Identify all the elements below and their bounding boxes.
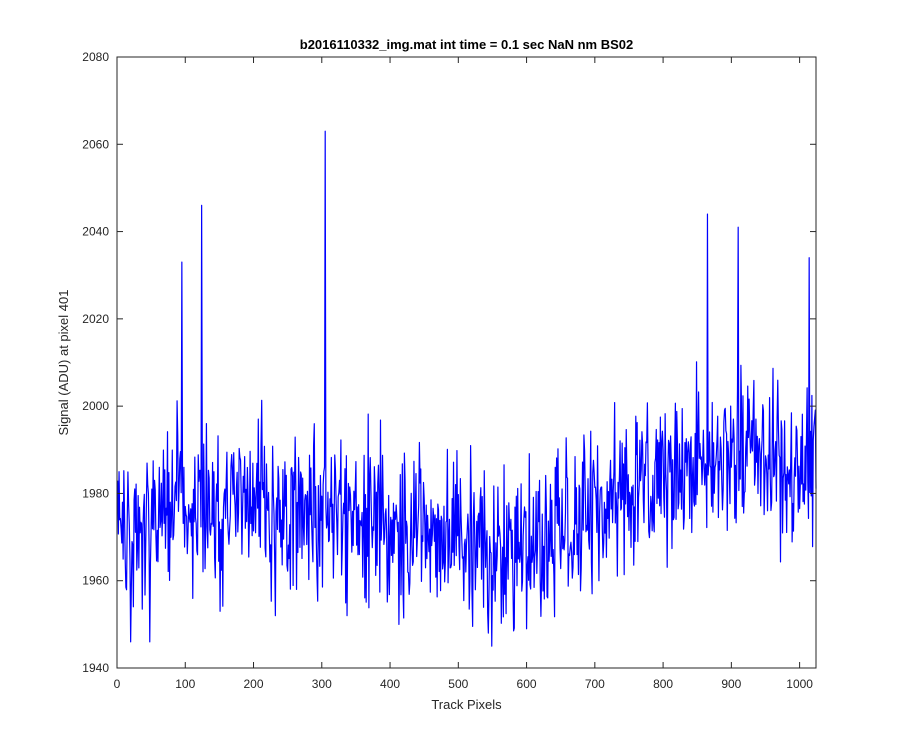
x-tick-label: 100 [175,677,195,691]
series-layer [117,130,817,647]
y-tick-label: 2040 [82,225,109,239]
x-tick-label: 400 [380,677,400,691]
axes-box [116,56,817,669]
y-tick-label: 1980 [82,486,109,500]
x-axis-ticks: 0 100 200 300 400 500 600 700 800 900 1000 [114,57,813,691]
x-tick-label: 0 [114,677,121,691]
y-axis-label: Signal (ADU) at pixel 401 [56,290,71,436]
x-tick-label: 900 [721,677,741,691]
y-tick-label: 2020 [82,312,109,326]
x-axis-label: Track Pixels [431,697,502,712]
chart-title: b2016110332_img.mat int time = 0.1 sec N… [300,37,633,52]
y-tick-label: 2060 [82,137,109,151]
x-tick-label: 800 [653,677,673,691]
x-tick-label: 700 [585,677,605,691]
x-tick-label: 600 [517,677,537,691]
signal-series-line [117,130,817,647]
y-tick-label: 2000 [82,399,109,413]
y-tick-label: 1960 [82,574,109,588]
x-tick-label: 300 [312,677,332,691]
x-tick-label: 500 [448,677,468,691]
y-axis-ticks: 1940 1960 1980 2000 2020 2040 2060 2080 [82,50,816,675]
plot-area [117,57,816,668]
y-tick-label: 2080 [82,50,109,64]
x-tick-label: 1000 [786,677,813,691]
x-tick-label: 200 [244,677,264,691]
y-tick-label: 1940 [82,661,109,675]
